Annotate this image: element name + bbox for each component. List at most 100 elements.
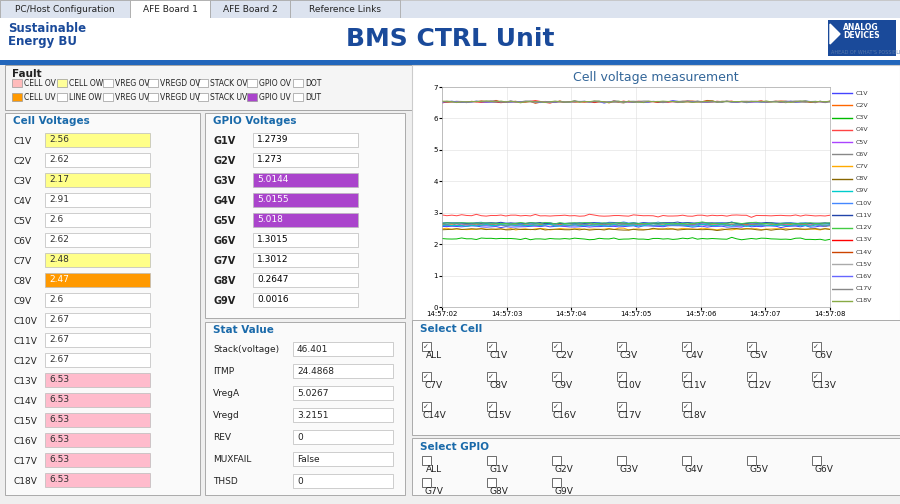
- Text: G1V: G1V: [490, 466, 508, 474]
- Text: False: False: [297, 455, 320, 464]
- Bar: [5, 113, 200, 495]
- Text: C13V: C13V: [812, 382, 836, 391]
- Text: GPIO Voltages: GPIO Voltages: [213, 116, 296, 126]
- Text: C2V: C2V: [555, 351, 573, 360]
- Bar: [682, 456, 691, 465]
- Text: 2.67: 2.67: [49, 336, 69, 345]
- Text: C7V: C7V: [425, 382, 443, 391]
- Bar: [487, 456, 496, 465]
- Text: 6.53: 6.53: [49, 475, 69, 484]
- Text: ALL: ALL: [426, 351, 442, 360]
- Text: Energy BU: Energy BU: [8, 35, 77, 48]
- Bar: [487, 372, 496, 381]
- Text: Stat Value: Stat Value: [213, 325, 274, 335]
- Text: ANALOG: ANALOG: [843, 24, 878, 32]
- Text: VREG OV: VREG OV: [115, 79, 149, 88]
- Bar: [812, 456, 821, 465]
- Bar: [293, 408, 393, 422]
- Text: G5V: G5V: [750, 466, 769, 474]
- Text: 1.3015: 1.3015: [257, 235, 289, 244]
- Bar: [552, 478, 561, 487]
- Bar: [682, 372, 691, 381]
- Text: AHEAD OF WHAT'S POSSIBLE™: AHEAD OF WHAT'S POSSIBLE™: [831, 49, 900, 54]
- Text: C18V: C18V: [682, 411, 706, 420]
- Bar: [45, 173, 150, 187]
- Text: ✓: ✓: [553, 344, 559, 349]
- Text: G5V: G5V: [213, 216, 235, 226]
- Text: C12V: C12V: [747, 382, 771, 391]
- Text: G7V: G7V: [425, 487, 444, 496]
- Text: C14V: C14V: [855, 249, 872, 255]
- Text: DEVICES: DEVICES: [843, 31, 879, 39]
- Text: ✓: ✓: [748, 344, 754, 349]
- Bar: [5, 65, 445, 110]
- Text: 0.2647: 0.2647: [257, 276, 288, 284]
- Text: 2.6: 2.6: [49, 216, 63, 224]
- Text: 0: 0: [297, 476, 302, 485]
- Text: C5V: C5V: [855, 140, 868, 145]
- Text: ✓: ✓: [618, 344, 624, 349]
- Text: 2.67: 2.67: [49, 355, 69, 364]
- Text: ✓: ✓: [748, 373, 754, 380]
- Text: Sustainable: Sustainable: [8, 22, 86, 34]
- Text: ✓: ✓: [488, 373, 494, 380]
- Bar: [253, 253, 358, 267]
- Text: C8V: C8V: [13, 277, 32, 285]
- Bar: [747, 342, 756, 351]
- Text: 6.53: 6.53: [49, 415, 69, 424]
- Text: G8V: G8V: [213, 276, 236, 286]
- Bar: [58, 79, 68, 87]
- Text: C8V: C8V: [855, 176, 868, 181]
- Text: C15V: C15V: [855, 262, 871, 267]
- Bar: [45, 413, 150, 427]
- Text: ✓: ✓: [813, 373, 819, 380]
- Text: C9V: C9V: [13, 296, 32, 305]
- Text: ✓: ✓: [683, 404, 688, 409]
- Text: ✓: ✓: [488, 404, 494, 409]
- Bar: [487, 342, 496, 351]
- Text: C3V: C3V: [855, 115, 868, 120]
- Text: C12V: C12V: [855, 225, 872, 230]
- Text: 2.48: 2.48: [49, 256, 69, 265]
- Text: G6V: G6V: [814, 466, 833, 474]
- Bar: [293, 430, 393, 444]
- Text: C7V: C7V: [855, 164, 868, 169]
- Bar: [12, 93, 22, 101]
- Bar: [812, 372, 821, 381]
- Text: C11V: C11V: [682, 382, 706, 391]
- Text: G9V: G9V: [554, 487, 573, 496]
- Text: G1V: G1V: [213, 136, 235, 146]
- Text: CELL UV: CELL UV: [24, 93, 56, 101]
- Bar: [148, 93, 158, 101]
- Bar: [253, 193, 358, 207]
- Text: 2.47: 2.47: [49, 276, 69, 284]
- Text: GPIO UV: GPIO UV: [259, 93, 291, 101]
- Text: Select Cell: Select Cell: [420, 324, 482, 334]
- Text: C6V: C6V: [13, 236, 32, 245]
- Bar: [293, 452, 393, 466]
- Text: C2V: C2V: [855, 103, 868, 108]
- Text: 2.67: 2.67: [49, 316, 69, 325]
- Bar: [747, 372, 756, 381]
- Text: STACK UV: STACK UV: [210, 93, 247, 101]
- Text: C1V: C1V: [855, 91, 868, 96]
- Text: ✓: ✓: [683, 344, 688, 349]
- Text: REV: REV: [213, 433, 231, 443]
- Bar: [45, 393, 150, 407]
- Text: 2.62: 2.62: [49, 235, 69, 244]
- Bar: [552, 372, 561, 381]
- Bar: [45, 293, 150, 307]
- Text: C13V: C13V: [855, 237, 872, 242]
- Bar: [253, 213, 358, 227]
- Text: ✓: ✓: [683, 373, 688, 380]
- Bar: [293, 386, 393, 400]
- Text: G6V: G6V: [213, 236, 235, 246]
- Text: Cell Voltages: Cell Voltages: [13, 116, 90, 126]
- Text: AFE Board 2: AFE Board 2: [222, 5, 277, 14]
- Bar: [0, 0, 900, 18]
- Bar: [290, 0, 400, 18]
- Text: 5.0144: 5.0144: [257, 175, 288, 184]
- Text: C10V: C10V: [855, 201, 871, 206]
- Text: ✓: ✓: [423, 404, 429, 409]
- Text: CELL OW: CELL OW: [69, 79, 104, 88]
